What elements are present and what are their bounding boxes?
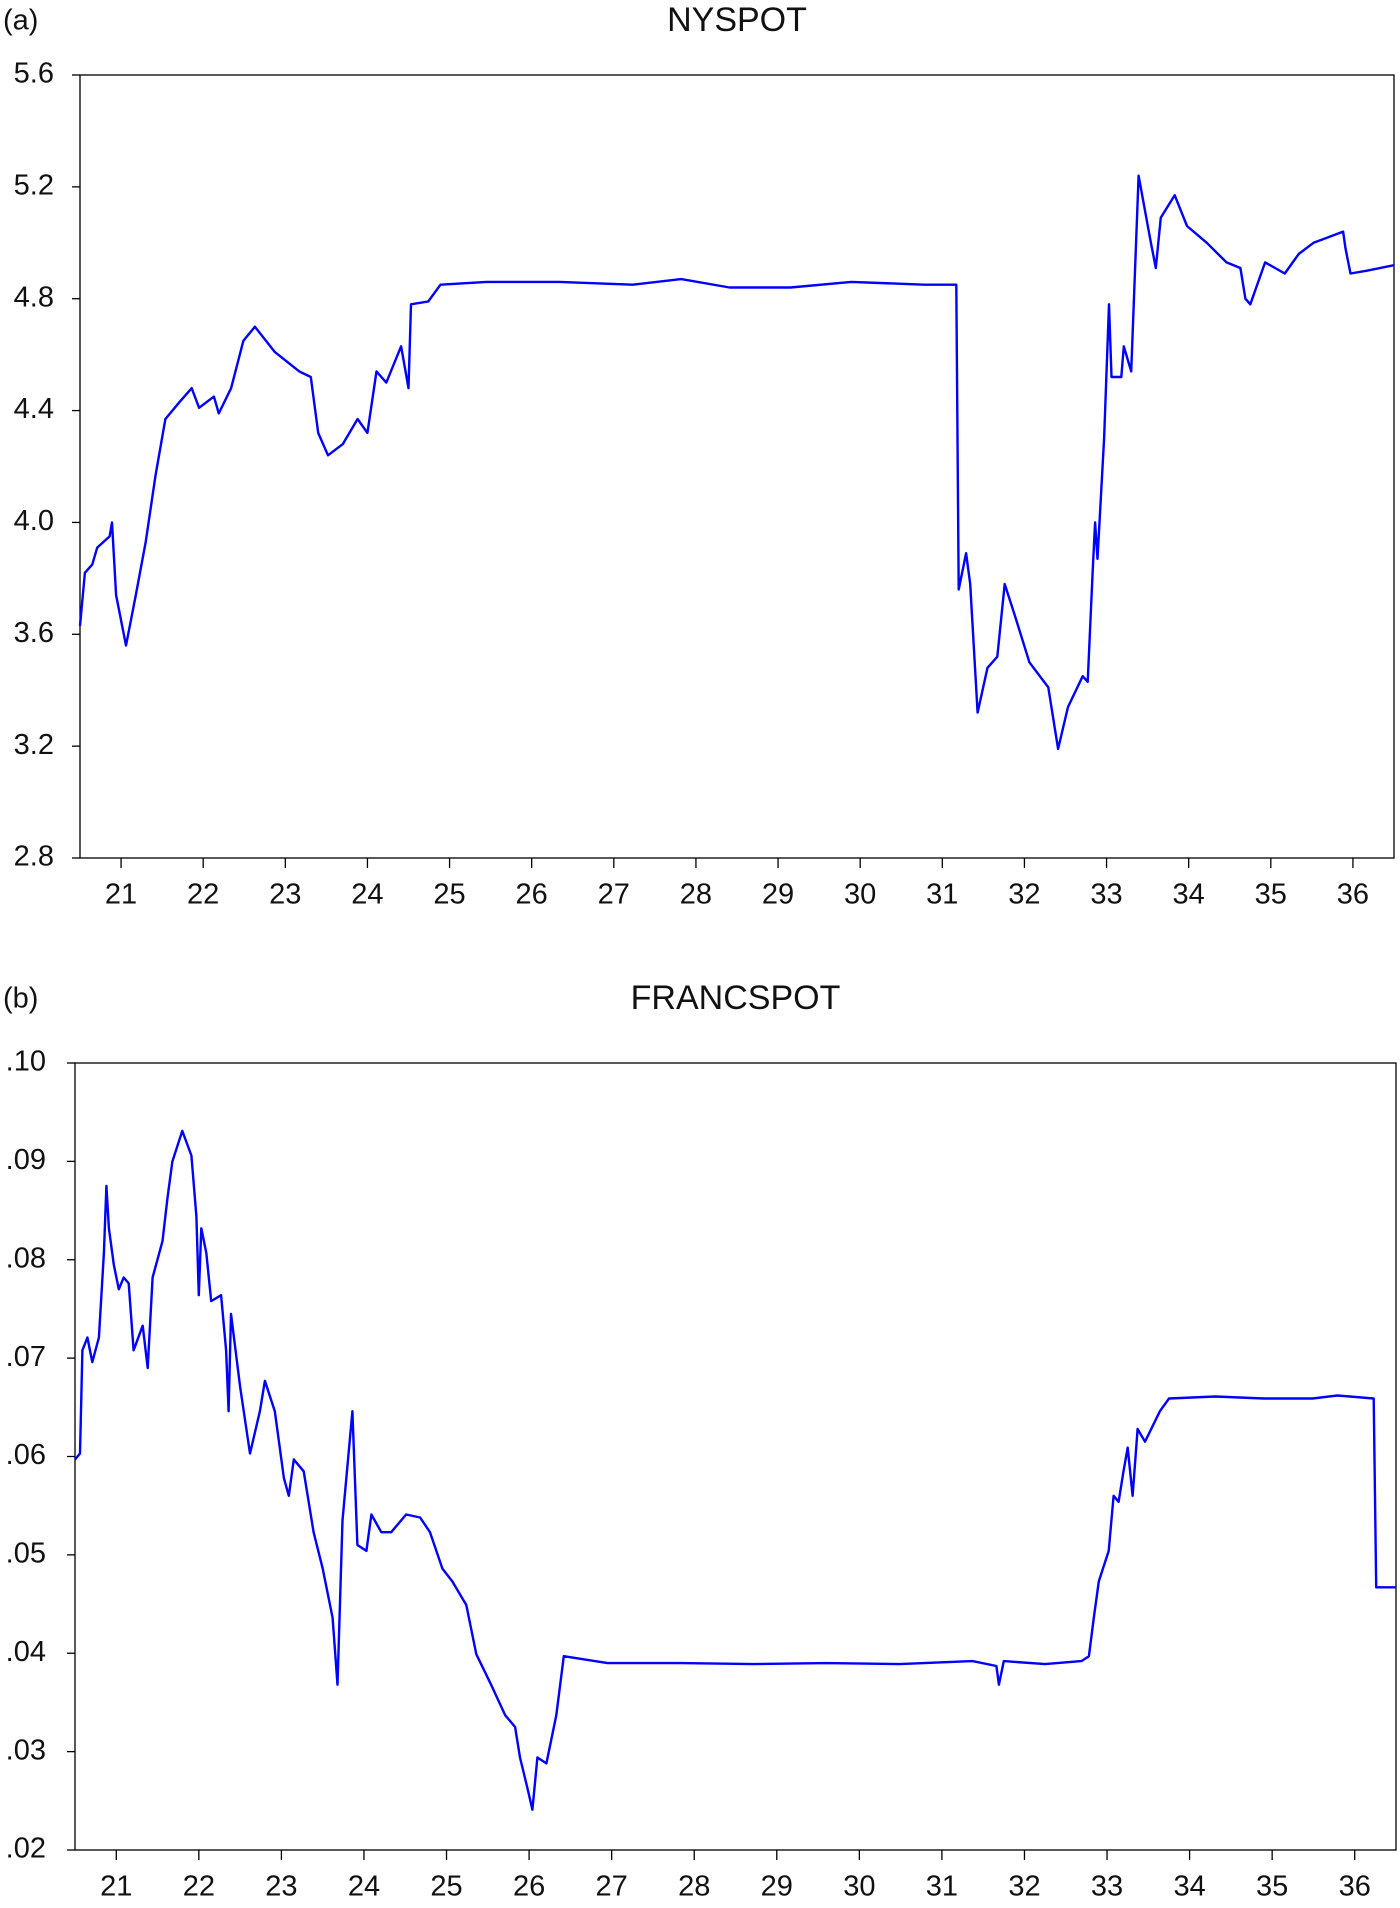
x-tick-label: 26: [513, 1871, 545, 1903]
y-tick-label: .06: [6, 1439, 46, 1471]
x-tick-label: 27: [596, 1871, 628, 1903]
x-tick-label: 24: [351, 879, 383, 911]
y-tick-label: .08: [6, 1242, 46, 1274]
x-tick-label: 24: [348, 1871, 380, 1903]
x-tick-label: 35: [1255, 879, 1287, 911]
panel-label: (b): [3, 983, 38, 1015]
x-tick-label: 33: [1090, 879, 1122, 911]
plot-frame: [79, 74, 1395, 859]
plot-frame: [74, 1062, 1397, 1851]
x-tick-label: 26: [516, 879, 548, 911]
y-tick-label: .03: [6, 1734, 46, 1766]
x-tick-label: 21: [105, 879, 137, 911]
y-tick-label: 2.8: [14, 841, 54, 873]
x-tick-label: 31: [926, 879, 958, 911]
x-tick-label: 25: [430, 1871, 462, 1903]
x-tick-label: 23: [265, 1871, 297, 1903]
data-line: [74, 1129, 1396, 1811]
y-tick-label: .07: [6, 1341, 46, 1373]
x-tick-label: 29: [762, 879, 794, 911]
x-tick-label: 27: [598, 879, 630, 911]
x-tick-label: 30: [844, 879, 876, 911]
x-tick-label: 21: [100, 1871, 132, 1903]
x-tick-label: 32: [1008, 879, 1040, 911]
x-tick-label: 36: [1339, 1871, 1371, 1903]
y-tick-label: .04: [6, 1636, 46, 1668]
x-tick-label: 36: [1337, 879, 1369, 911]
x-tick-label: 30: [843, 1871, 875, 1903]
panel-label: (a): [3, 5, 38, 37]
x-tick-label: 29: [761, 1871, 793, 1903]
x-tick-label: 34: [1173, 879, 1205, 911]
chart-title: FRANCSPOT: [631, 979, 841, 1017]
y-tick-label: .02: [6, 1833, 46, 1865]
x-tick-label: 28: [680, 879, 712, 911]
x-tick-label: 28: [678, 1871, 710, 1903]
x-tick-label: 33: [1091, 1871, 1123, 1903]
y-tick-label: 5.6: [14, 58, 54, 90]
x-tick-label: 25: [433, 879, 465, 911]
x-tick-label: 32: [1008, 1871, 1040, 1903]
y-tick-label: 4.4: [14, 393, 54, 425]
y-tick-label: .09: [6, 1144, 46, 1176]
x-tick-label: 22: [187, 879, 219, 911]
x-tick-label: 34: [1173, 1871, 1205, 1903]
y-tick-label: 4.8: [14, 281, 54, 313]
y-tick-label: 3.2: [14, 729, 54, 761]
x-tick-label: 35: [1256, 1871, 1288, 1903]
x-tick-label: 31: [926, 1871, 958, 1903]
chart-title: NYSPOT: [667, 1, 807, 39]
y-tick-label: 5.2: [14, 170, 54, 202]
y-tick-label: .10: [6, 1046, 46, 1078]
data-line: [78, 174, 1395, 751]
x-tick-label: 23: [269, 879, 301, 911]
y-tick-label: .05: [6, 1538, 46, 1570]
x-tick-label: 22: [183, 1871, 215, 1903]
y-tick-label: 4.0: [14, 505, 54, 537]
y-tick-label: 3.6: [14, 617, 54, 649]
